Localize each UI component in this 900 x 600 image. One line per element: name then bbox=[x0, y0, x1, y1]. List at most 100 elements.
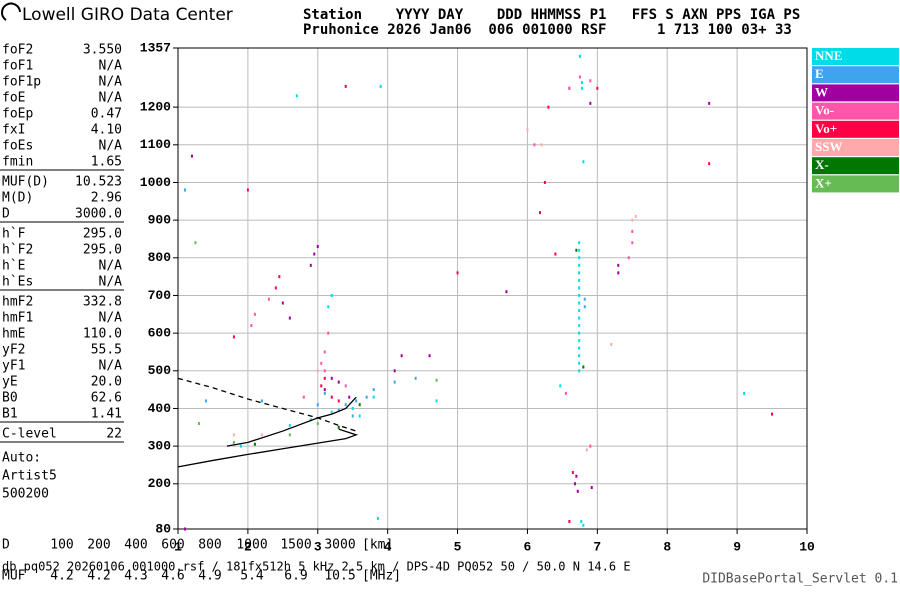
param-name: fmin bbox=[2, 155, 33, 170]
echo-point bbox=[348, 395, 351, 399]
y-tick-label: 900 bbox=[148, 213, 172, 228]
echo-point bbox=[578, 301, 581, 305]
echo-point bbox=[583, 305, 586, 309]
echo-point bbox=[204, 399, 207, 403]
param-name: foE bbox=[2, 91, 25, 106]
echo-point bbox=[372, 395, 375, 399]
echo-point bbox=[580, 519, 583, 523]
auto-text: Auto: bbox=[2, 451, 41, 466]
echo-point bbox=[631, 229, 634, 233]
echo-point bbox=[190, 154, 193, 158]
legend-label: X- bbox=[815, 157, 829, 172]
param-value: 295.0 bbox=[83, 227, 122, 242]
echo-point bbox=[456, 271, 459, 275]
param-value: 62.6 bbox=[91, 391, 122, 406]
param-name: B1 bbox=[2, 407, 18, 422]
echo-point bbox=[708, 162, 711, 166]
echo-point bbox=[578, 271, 581, 275]
echo-point bbox=[559, 384, 562, 388]
param-value: 3000.0 bbox=[75, 207, 122, 222]
echo-point bbox=[183, 527, 186, 531]
echo-point bbox=[554, 252, 557, 256]
legend-label: E bbox=[815, 66, 824, 81]
profile-trace bbox=[177, 377, 357, 432]
echo-point bbox=[578, 346, 581, 350]
echo-point bbox=[578, 263, 581, 267]
param-value: N/A bbox=[99, 139, 123, 154]
x-tick-label: 3 bbox=[314, 539, 322, 554]
echo-point bbox=[337, 408, 340, 412]
echo-point bbox=[337, 425, 340, 429]
y-tick-label: 1100 bbox=[140, 137, 171, 152]
param-value: 2.96 bbox=[91, 191, 122, 206]
param-value: 1.41 bbox=[91, 407, 122, 422]
echo-point bbox=[575, 474, 578, 478]
y-tick-label: 200 bbox=[148, 476, 172, 491]
echo-point bbox=[183, 188, 186, 192]
echo-point bbox=[578, 256, 581, 260]
x-tick-label: 9 bbox=[733, 539, 741, 554]
echo-point bbox=[589, 101, 592, 105]
d-value: 3000 bbox=[324, 538, 355, 553]
echo-point bbox=[330, 293, 333, 297]
echo-point bbox=[295, 94, 298, 98]
echo-point bbox=[743, 391, 746, 395]
echo-point bbox=[323, 376, 326, 380]
x-tick-label: 7 bbox=[593, 539, 601, 554]
echo-point bbox=[379, 84, 382, 88]
param-value: 22 bbox=[106, 427, 122, 442]
param-value: 295.0 bbox=[83, 243, 122, 258]
echo-point bbox=[316, 245, 319, 249]
echo-point bbox=[585, 448, 588, 452]
x-tick-label: 2 bbox=[244, 539, 252, 554]
echo-point bbox=[288, 316, 291, 320]
param-name: hmE bbox=[2, 327, 25, 342]
legend-swatch bbox=[812, 139, 899, 156]
echo-point bbox=[267, 297, 270, 301]
muf-value: 4.3 bbox=[124, 569, 147, 584]
echo-point bbox=[309, 418, 312, 422]
param-name: C-level bbox=[2, 427, 57, 442]
echo-point bbox=[617, 271, 620, 275]
echo-point bbox=[197, 422, 200, 426]
echo-point bbox=[578, 331, 581, 335]
param-name: h`E bbox=[2, 259, 25, 274]
param-value: 3.550 bbox=[83, 43, 122, 58]
echo-point bbox=[344, 403, 347, 407]
d-unit: [km] bbox=[362, 538, 393, 553]
legend-swatch bbox=[812, 66, 899, 84]
d-value: 800 bbox=[198, 538, 221, 553]
echo-point bbox=[260, 433, 263, 437]
echo-point bbox=[320, 384, 323, 388]
echo-point bbox=[414, 376, 417, 380]
echo-point bbox=[580, 86, 583, 90]
echo-point bbox=[631, 241, 634, 245]
echo-point bbox=[617, 263, 620, 267]
echo-point bbox=[281, 301, 284, 305]
param-name: h`F2 bbox=[2, 243, 33, 258]
echo-point bbox=[583, 297, 586, 301]
echo-point bbox=[327, 305, 330, 309]
echo-point bbox=[327, 331, 330, 335]
echo-point bbox=[393, 369, 396, 373]
echo-point bbox=[344, 84, 347, 88]
profile-trace bbox=[226, 396, 357, 447]
echo-point bbox=[578, 339, 581, 343]
d-value: 1000 bbox=[236, 538, 267, 553]
echo-point bbox=[232, 433, 235, 437]
legend-swatch bbox=[812, 102, 899, 120]
echo-point bbox=[351, 414, 354, 418]
echo-point bbox=[344, 384, 347, 388]
echo-point bbox=[596, 86, 599, 90]
echo-point bbox=[578, 54, 581, 58]
param-value: N/A bbox=[99, 259, 123, 274]
echo-point bbox=[590, 486, 593, 490]
echo-point bbox=[351, 406, 354, 410]
param-name: foF2 bbox=[2, 43, 33, 58]
muf-value: 5.4 bbox=[240, 569, 264, 584]
echo-point bbox=[232, 335, 235, 339]
d-value: 200 bbox=[87, 538, 110, 553]
legend-label: Vo- bbox=[815, 103, 834, 118]
echo-point bbox=[578, 309, 581, 313]
